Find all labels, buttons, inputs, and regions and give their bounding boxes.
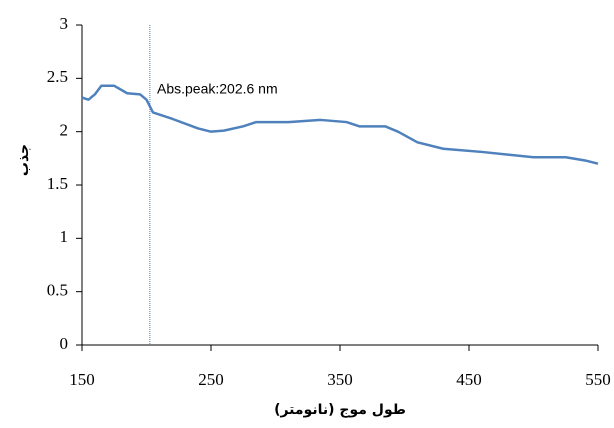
x-tick-label: 250: [198, 370, 224, 389]
y-tick-label: 2.5: [47, 67, 68, 86]
y-tick-label: 0: [60, 334, 69, 353]
y-tick-label: 1.5: [47, 174, 68, 193]
annotation: Abs.peak:202.6 nm: [157, 81, 278, 97]
x-axis-title: طول موج (نانومتر): [274, 402, 406, 418]
x-tick-label: 550: [585, 370, 611, 389]
line: [81, 84, 599, 165]
x-tick-label: 450: [456, 370, 482, 389]
y-tick-label: 2: [60, 121, 69, 140]
x-tick-label: 150: [69, 370, 95, 389]
y-tick-label: 1: [60, 227, 69, 246]
y-axis-title: جذب: [16, 144, 32, 176]
y-tick-label: 0.5: [47, 281, 68, 300]
x-tick-label: 350: [327, 370, 353, 389]
y-tick-label: 3: [60, 14, 69, 33]
